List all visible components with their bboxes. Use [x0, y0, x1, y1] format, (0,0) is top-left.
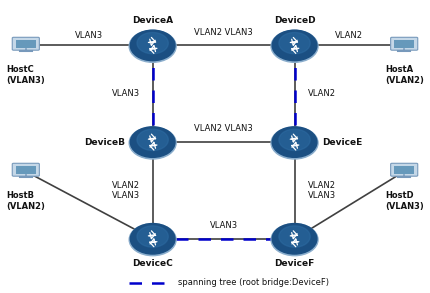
- Text: VLAN2
VLAN3: VLAN2 VLAN3: [307, 181, 335, 200]
- Text: VLAN2: VLAN2: [335, 30, 363, 40]
- Circle shape: [271, 224, 318, 256]
- Circle shape: [129, 127, 176, 159]
- Circle shape: [137, 33, 168, 54]
- Text: DeviceE: DeviceE: [322, 138, 362, 146]
- Text: VLAN2: VLAN2: [307, 89, 335, 98]
- Circle shape: [137, 129, 168, 151]
- Circle shape: [279, 33, 310, 54]
- Circle shape: [271, 127, 318, 159]
- FancyBboxPatch shape: [390, 163, 418, 176]
- Circle shape: [272, 127, 317, 157]
- Text: HostD
(VLAN3): HostD (VLAN3): [385, 191, 424, 211]
- Text: DeviceC: DeviceC: [132, 259, 173, 268]
- Text: spanning tree (root bridge:DeviceF): spanning tree (root bridge:DeviceF): [178, 278, 329, 287]
- Circle shape: [272, 30, 317, 61]
- FancyBboxPatch shape: [390, 37, 418, 50]
- Circle shape: [279, 129, 310, 151]
- FancyBboxPatch shape: [16, 166, 36, 174]
- Text: VLAN3: VLAN3: [75, 30, 103, 40]
- Text: DeviceD: DeviceD: [274, 16, 315, 25]
- FancyBboxPatch shape: [12, 163, 40, 176]
- FancyBboxPatch shape: [394, 166, 414, 174]
- Text: DeviceB: DeviceB: [84, 138, 125, 146]
- Text: VLAN2 VLAN3: VLAN2 VLAN3: [194, 124, 253, 133]
- Text: DeviceF: DeviceF: [274, 259, 315, 268]
- Circle shape: [272, 224, 317, 254]
- Text: VLAN2 VLAN3: VLAN2 VLAN3: [194, 28, 253, 37]
- Text: HostC
(VLAN3): HostC (VLAN3): [6, 65, 45, 85]
- Circle shape: [130, 127, 175, 157]
- Circle shape: [279, 226, 310, 247]
- Circle shape: [130, 30, 175, 61]
- FancyBboxPatch shape: [12, 37, 40, 50]
- Circle shape: [130, 224, 175, 254]
- Circle shape: [271, 30, 318, 62]
- Circle shape: [137, 226, 168, 247]
- FancyBboxPatch shape: [16, 40, 36, 48]
- Text: HostA
(VLAN2): HostA (VLAN2): [385, 65, 424, 85]
- FancyBboxPatch shape: [394, 40, 414, 48]
- Circle shape: [129, 224, 176, 256]
- Text: DeviceA: DeviceA: [132, 16, 173, 25]
- Text: VLAN2
VLAN3: VLAN2 VLAN3: [112, 181, 140, 200]
- Circle shape: [129, 30, 176, 62]
- Text: VLAN3: VLAN3: [112, 89, 140, 98]
- Text: VLAN3: VLAN3: [209, 221, 238, 230]
- Text: HostB
(VLAN2): HostB (VLAN2): [6, 191, 45, 211]
